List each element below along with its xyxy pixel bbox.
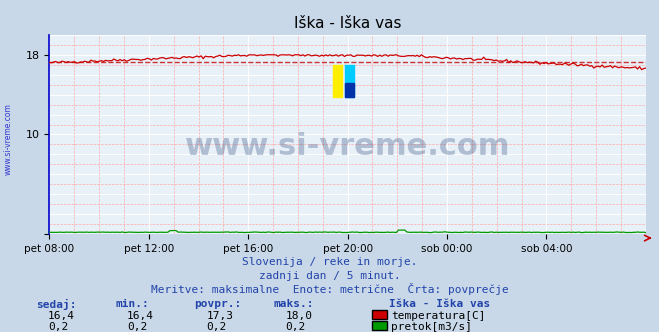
Text: www.si-vreme.com: www.si-vreme.com xyxy=(185,132,510,161)
Text: maks.:: maks.: xyxy=(273,299,314,309)
Text: Iška - Iška vas: Iška - Iška vas xyxy=(389,299,490,309)
Text: 0,2: 0,2 xyxy=(206,322,227,332)
Text: sedaj:: sedaj: xyxy=(36,299,76,310)
Text: 17,3: 17,3 xyxy=(206,311,233,321)
Text: Slovenija / reke in morje.: Slovenija / reke in morje. xyxy=(242,257,417,267)
Text: min.:: min.: xyxy=(115,299,149,309)
Text: povpr.:: povpr.: xyxy=(194,299,242,309)
Title: Iška - Iška vas: Iška - Iška vas xyxy=(294,16,401,31)
Text: 0,2: 0,2 xyxy=(127,322,148,332)
Text: temperatura[C]: temperatura[C] xyxy=(391,311,485,321)
Text: pretok[m3/s]: pretok[m3/s] xyxy=(391,322,472,332)
Bar xyxy=(333,65,342,97)
Text: 0,2: 0,2 xyxy=(48,322,69,332)
Bar xyxy=(345,65,354,97)
Text: 16,4: 16,4 xyxy=(127,311,154,321)
Text: www.si-vreme.com: www.si-vreme.com xyxy=(4,104,13,175)
Text: zadnji dan / 5 minut.: zadnji dan / 5 minut. xyxy=(258,271,401,281)
Text: Meritve: maksimalne  Enote: metrične  Črta: povprečje: Meritve: maksimalne Enote: metrične Črta… xyxy=(151,283,508,295)
Text: 18,0: 18,0 xyxy=(285,311,312,321)
Text: 16,4: 16,4 xyxy=(48,311,75,321)
Text: 0,2: 0,2 xyxy=(285,322,306,332)
Bar xyxy=(345,83,354,97)
